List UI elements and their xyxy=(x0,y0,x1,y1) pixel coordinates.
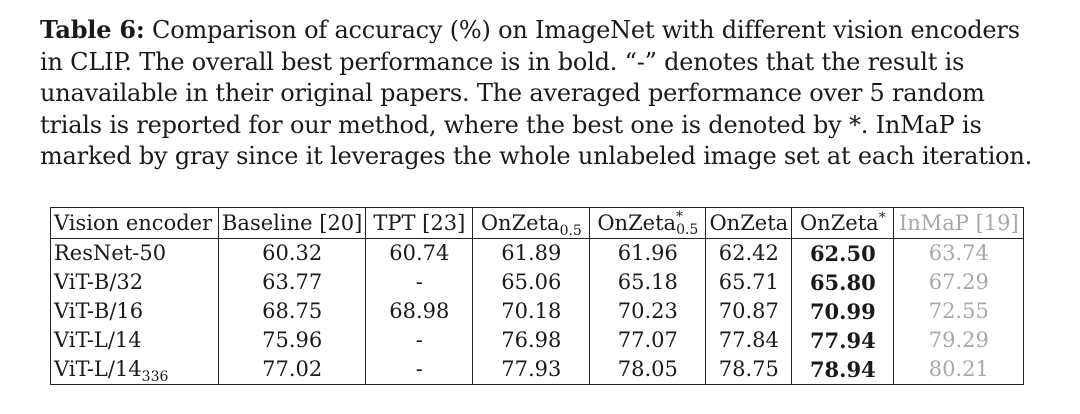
column-header-subscript: 0.5 xyxy=(559,222,582,239)
value-cell: 72.55 xyxy=(893,297,1025,326)
value-cell: 75.96 xyxy=(217,326,367,355)
value-cell: 65.71 xyxy=(705,268,793,297)
caption-text: Comparison of accuracy (%) on ImageNet w… xyxy=(40,16,1033,170)
column-header: Baseline [20] xyxy=(217,207,367,239)
column-header-text: OnZeta xyxy=(480,210,560,235)
value-cell: 78.05 xyxy=(589,355,707,385)
value-cell: 77.94 xyxy=(791,326,895,355)
value-cell: 61.96 xyxy=(589,238,707,268)
encoder-name: ViT-L/14 xyxy=(54,328,142,352)
value-cell: 60.74 xyxy=(365,238,474,268)
value-cell: 65.18 xyxy=(589,268,707,297)
encoder-name: ViT-B/32 xyxy=(54,270,144,294)
value-cell: 70.23 xyxy=(589,297,707,326)
value-cell: 67.29 xyxy=(893,268,1025,297)
value-cell: 70.87 xyxy=(705,297,793,326)
encoder-cell: ViT-L/14 xyxy=(50,326,219,355)
table-row: ViT-L/14 75.96-76.98 77.07 77.84 77.94 79.29 xyxy=(50,326,1025,355)
value-cell: 63.74 xyxy=(893,238,1025,268)
value-cell: 63.77 xyxy=(217,268,367,297)
column-header: OnZeta0.5 xyxy=(472,207,591,239)
table-row: ResNet-50 60.32 60.74 61.89 61.96 62.42 62.50 6… xyxy=(50,238,1025,268)
value-cell: 76.98 xyxy=(472,326,591,355)
value-cell: - xyxy=(365,355,474,385)
column-header-text: Vision encoder xyxy=(54,210,213,235)
column-header: OnZeta xyxy=(705,207,793,239)
value-cell: 78.75 xyxy=(705,355,793,385)
value-cell: 62.50 xyxy=(791,238,895,268)
column-header-subscript: 0.5 xyxy=(676,222,699,238)
column-header-text: Baseline [20] xyxy=(222,210,363,235)
value-cell: 62.42 xyxy=(705,238,793,268)
column-header-text: OnZeta xyxy=(597,210,677,235)
value-cell: 65.80 xyxy=(791,268,895,297)
value-cell: 77.02 xyxy=(217,355,367,385)
value-cell: - xyxy=(365,268,474,297)
encoder-cell: ViT-B/32 xyxy=(50,268,219,297)
value-cell: 68.98 xyxy=(365,297,474,326)
value-cell: 80.21 xyxy=(893,355,1025,385)
column-header: TPT [23] xyxy=(365,207,474,239)
encoder-cell: ViT-B/16 xyxy=(50,297,219,326)
value-cell: 65.06 xyxy=(472,268,591,297)
value-cell: 68.75 xyxy=(217,297,367,326)
column-header: Vision encoder xyxy=(50,207,219,239)
encoder-cell: ViT-L/14336 xyxy=(50,355,219,386)
encoder-name: ViT-B/16 xyxy=(54,299,144,323)
column-header: OnZeta * 0.5 xyxy=(589,207,707,239)
value-cell: 60.32 xyxy=(217,238,367,268)
value-cell: 77.84 xyxy=(705,326,793,355)
value-cell: 78.94 xyxy=(791,355,895,385)
caption-label: Table 6: xyxy=(40,15,145,44)
column-header-text: OnZeta xyxy=(709,210,789,235)
value-cell: 70.99 xyxy=(791,297,895,326)
value-cell: 77.93 xyxy=(472,355,591,385)
results-table-container: Vision encoder Baseline [20] TPT [23] OnZet… xyxy=(50,207,1025,386)
column-header-text: InMaP [19] xyxy=(898,210,1019,235)
column-header-text: OnZeta xyxy=(799,210,879,235)
table-row: ViT-B/32 63.77-65.06 65.18 65.71 65.80 67.29 xyxy=(50,268,1025,297)
value-cell: 77.07 xyxy=(589,326,707,355)
column-header: InMaP [19] xyxy=(893,207,1025,239)
table-body: ResNet-50 60.32 60.74 61.89 61.96 62.42 62.50 6… xyxy=(50,238,1025,386)
table-row: ViT-L/14336 77.02-77.93 78.05 78.75 78.94 80.… xyxy=(50,355,1025,386)
header-row: Vision encoder Baseline [20] TPT [23] OnZet… xyxy=(50,207,1025,239)
column-header-superscript: * xyxy=(878,209,886,226)
value-cell: 70.18 xyxy=(472,297,591,326)
column-header-superscript: * xyxy=(676,209,684,225)
encoder-name: ResNet-50 xyxy=(54,241,167,265)
column-header: OnZeta* xyxy=(791,207,895,239)
encoder-subscript: 336 xyxy=(141,369,169,386)
encoder-cell: ResNet-50 xyxy=(50,238,219,268)
results-table: Vision encoder Baseline [20] TPT [23] OnZet… xyxy=(50,207,1025,386)
column-header-text: TPT [23] xyxy=(373,210,466,235)
encoder-name: ViT-L/14 xyxy=(54,357,142,381)
table-row: ViT-B/16 68.75 68.98 70.18 70.23 70.87 70.99 72… xyxy=(50,297,1025,326)
table-caption: Table 6: Comparison of accuracy (%) on I… xyxy=(40,14,1040,173)
value-cell: 79.29 xyxy=(893,326,1025,355)
value-cell: 61.89 xyxy=(472,238,591,268)
value-cell: - xyxy=(365,326,474,355)
